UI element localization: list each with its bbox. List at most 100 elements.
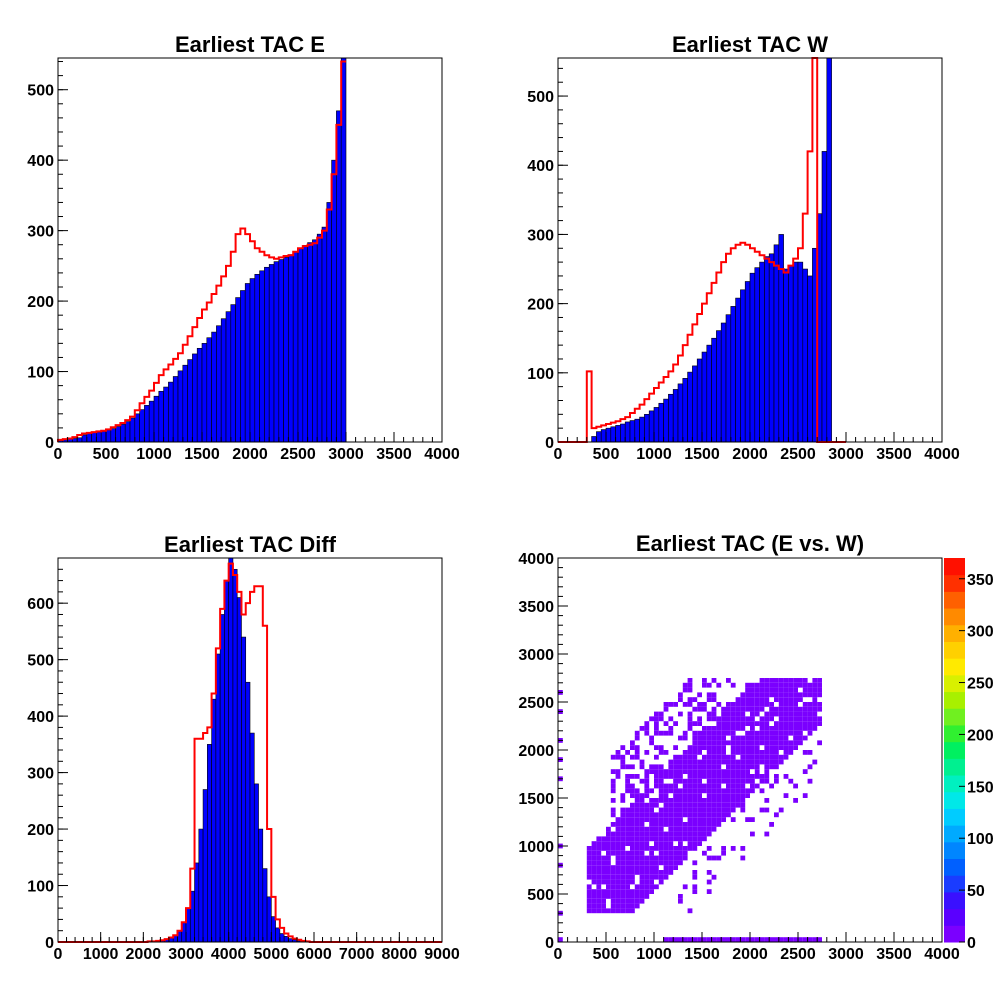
histogram-bar [202, 789, 208, 943]
heatmap-cell [764, 682, 770, 688]
heatmap-cell [610, 889, 616, 894]
heatmap-cell [634, 841, 640, 846]
histogram-bar [264, 266, 270, 443]
heatmap-cell [586, 894, 592, 899]
histogram-bar [591, 436, 597, 443]
heatmap-cell [596, 903, 602, 909]
heatmap-cell [634, 745, 640, 750]
heatmap-cell [654, 831, 659, 837]
histogram-bar [168, 381, 174, 443]
heatmap-cell [788, 687, 794, 693]
heatmap-cell [644, 726, 650, 731]
heatmap-cell [807, 711, 813, 717]
heatmap-cell [625, 783, 630, 789]
heatmap-cell [620, 817, 626, 822]
heatmap-cell [716, 750, 722, 755]
colorbar-segment [944, 641, 965, 659]
heatmap-cell [596, 850, 602, 856]
heatmap-cell [716, 798, 722, 803]
heatmap-cell [692, 764, 698, 770]
heatmap-cell [620, 836, 626, 842]
heatmap-cell [706, 826, 712, 832]
heatmap-cell [692, 745, 698, 750]
heatmap-cell [663, 783, 669, 789]
heatmap-cell [673, 798, 678, 803]
heatmap-cell [726, 740, 731, 746]
histogram-bar [682, 378, 688, 443]
heatmap-cell [687, 908, 693, 914]
colorbar-segment [944, 758, 965, 776]
heatmap-cell [601, 865, 606, 870]
heatmap-cell [793, 682, 798, 688]
heatmap-cell [817, 716, 822, 722]
heatmap-cell [759, 726, 765, 731]
heatmap-cell [788, 702, 794, 707]
histogram-bar [283, 257, 289, 443]
histogram-bar [249, 278, 256, 443]
heatmap-cell [750, 831, 755, 837]
heatmap-cell [702, 774, 707, 779]
heatmap-cell [668, 788, 674, 794]
heatmap-cell [807, 750, 813, 755]
heatmap-cell [697, 937, 702, 942]
heatmap-cell [798, 730, 803, 736]
y-tick-label: 2500 [518, 695, 554, 712]
heatmap-cell [697, 706, 702, 712]
heatmap-cell [687, 687, 693, 693]
heatmap-cell [721, 937, 726, 942]
heatmap-cell [721, 735, 726, 741]
heatmap-cell [697, 807, 702, 813]
heatmap-cell [639, 850, 645, 856]
heatmap-cell [807, 721, 813, 726]
heatmap-cell [625, 879, 630, 885]
y-tick-label: 100 [527, 366, 554, 383]
heatmap-cell [654, 745, 659, 750]
heatmap-cell [711, 692, 717, 698]
heatmap-cell [759, 735, 765, 741]
histogram-bar [692, 365, 698, 443]
histogram-bar [192, 353, 198, 443]
heatmap-cell [678, 812, 683, 818]
heatmap-cell [711, 754, 717, 760]
heatmap-cell [754, 754, 760, 760]
heatmap-cell [625, 908, 630, 914]
heatmap-cell [634, 798, 640, 803]
heatmap-cell [764, 778, 770, 784]
heatmap-cell [625, 884, 630, 890]
heatmap-cell [817, 692, 822, 698]
heatmap-cell [745, 778, 750, 784]
colorbar-segment [944, 858, 965, 876]
heatmap-cell [625, 836, 630, 842]
histogram-bar [278, 259, 284, 443]
histogram-bar [653, 407, 660, 443]
heatmap-cell [740, 706, 746, 712]
heatmap-cell [812, 716, 818, 722]
heatmap-cell [644, 788, 650, 794]
heatmap-cell [668, 841, 674, 846]
heatmap-cell [678, 788, 683, 794]
heatmap-cell [740, 711, 746, 717]
colorbar-segment [944, 891, 965, 910]
heatmap-cell [740, 788, 746, 794]
heatmap-cell [778, 735, 784, 741]
x-tick-label: 3000 [828, 446, 864, 463]
histogram-bar [259, 270, 265, 443]
heatmap-cell [639, 831, 645, 837]
heatmap-cell [692, 822, 698, 827]
x-tick-label: 2000 [732, 446, 768, 463]
heatmap-cell [774, 730, 779, 736]
heatmap-cell [610, 908, 616, 914]
heatmap-cell [711, 855, 717, 861]
heatmap-cell [610, 778, 616, 784]
colorbar-segment [944, 591, 965, 609]
heatmap-cell [721, 798, 726, 803]
histogram-bar [768, 253, 775, 443]
heatmap-cell [774, 692, 779, 698]
y-tick-label: 200 [27, 822, 54, 839]
heatmap-cell [802, 769, 808, 774]
heatmap-cell [706, 726, 712, 731]
heatmap-cell [769, 702, 774, 707]
heatmap-cell [721, 711, 726, 717]
heatmap-cell [798, 740, 803, 746]
histogram-bar [687, 371, 693, 443]
